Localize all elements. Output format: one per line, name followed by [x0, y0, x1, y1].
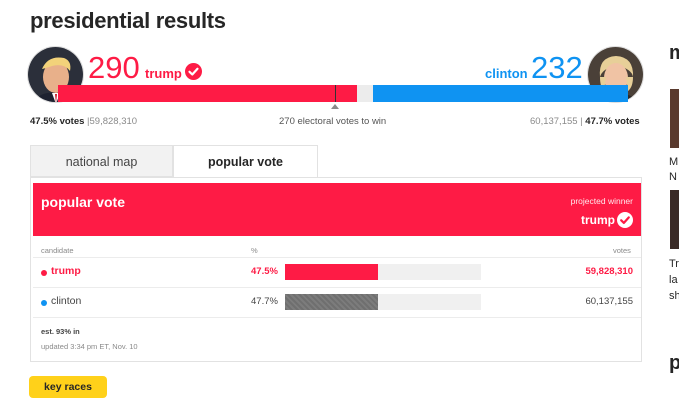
column-header-pct: %	[251, 246, 258, 255]
card-header: popular vote projected winner trump	[33, 183, 641, 236]
sidebar-heading: m	[669, 42, 679, 64]
vote-bar-track	[285, 264, 481, 280]
clinton-popular-summary: 60,137,155 | 47.7% votes	[530, 116, 640, 127]
column-header-candidate: candidate	[41, 246, 74, 255]
projected-winner-name: trump	[581, 213, 615, 227]
table-row: clinton 47.7% 60,137,155	[31, 288, 643, 318]
vote-bar-track	[285, 294, 481, 310]
trump-popular-summary: 47.5% votes |59,828,310	[30, 116, 137, 127]
sidebar-headline-line[interactable]: M	[669, 156, 679, 168]
vote-bar-fill	[285, 294, 379, 310]
win-threshold-pointer-icon	[331, 104, 339, 109]
sidebar-thumbnail[interactable]	[670, 89, 679, 148]
votes-to-win: 270 electoral votes to win	[279, 116, 387, 127]
candidate-votes: 60,137,155	[585, 296, 633, 307]
sidebar-heading: p	[669, 352, 679, 374]
results-tabs: national map popular vote	[30, 145, 642, 177]
tab-national-map[interactable]: national map	[30, 145, 173, 177]
trump-vote-pct: 47.5% votes	[30, 116, 85, 127]
sidebar-headline-line[interactable]: sh	[669, 290, 679, 302]
divider: |	[577, 116, 586, 127]
candidate-name: clinton	[51, 295, 82, 307]
clinton-electoral-bar	[373, 85, 628, 102]
column-header-votes: votes	[613, 246, 631, 255]
page-title: presidential results	[30, 8, 226, 33]
clinton-dot-icon	[41, 300, 47, 306]
tab-popular-vote[interactable]: popular vote	[173, 145, 318, 177]
candidate-votes: 59,828,310	[585, 266, 633, 277]
sidebar-headline-line[interactable]: la	[669, 274, 678, 286]
winner-check-icon	[617, 212, 633, 228]
sidebar-headline-line[interactable]: Tr	[669, 258, 679, 270]
trump-dot-icon	[41, 270, 47, 276]
updated-timestamp: updated 3:34 pm ET, Nov. 10	[41, 342, 138, 351]
trump-vote-count: 59,828,310	[89, 116, 138, 127]
win-threshold-marker	[335, 85, 336, 102]
divider: |	[87, 116, 90, 127]
trump-name: trump	[145, 66, 182, 81]
key-races-button[interactable]: key races	[29, 376, 107, 398]
projected-winner-label: projected winner	[570, 196, 633, 206]
popular-vote-card: popular vote projected winner trump cand…	[30, 177, 642, 362]
clinton-electoral-votes: 232	[531, 50, 583, 85]
estimate-reporting: est. 93% in	[41, 327, 80, 336]
clinton-vote-pct: 47.7% votes	[585, 116, 640, 127]
sidebar-headline-line[interactable]: N	[669, 171, 677, 183]
row-divider	[33, 317, 641, 318]
vote-bar-fill	[285, 264, 379, 280]
table-row: trump 47.5% 59,828,310	[31, 258, 643, 288]
clinton-name: clinton	[485, 66, 528, 81]
clinton-vote-count: 60,137,155	[530, 116, 578, 127]
card-title: popular vote	[41, 194, 126, 210]
candidate-name: trump	[51, 265, 81, 277]
trump-winner-check-icon	[185, 63, 202, 80]
candidate-pct: 47.5%	[251, 266, 278, 277]
row-divider	[33, 287, 641, 288]
row-divider	[33, 257, 641, 258]
trump-electoral-bar	[58, 85, 357, 102]
candidate-pct: 47.7%	[251, 296, 278, 307]
sidebar-thumbnail[interactable]	[670, 190, 679, 249]
trump-electoral-votes: 290	[88, 50, 140, 85]
